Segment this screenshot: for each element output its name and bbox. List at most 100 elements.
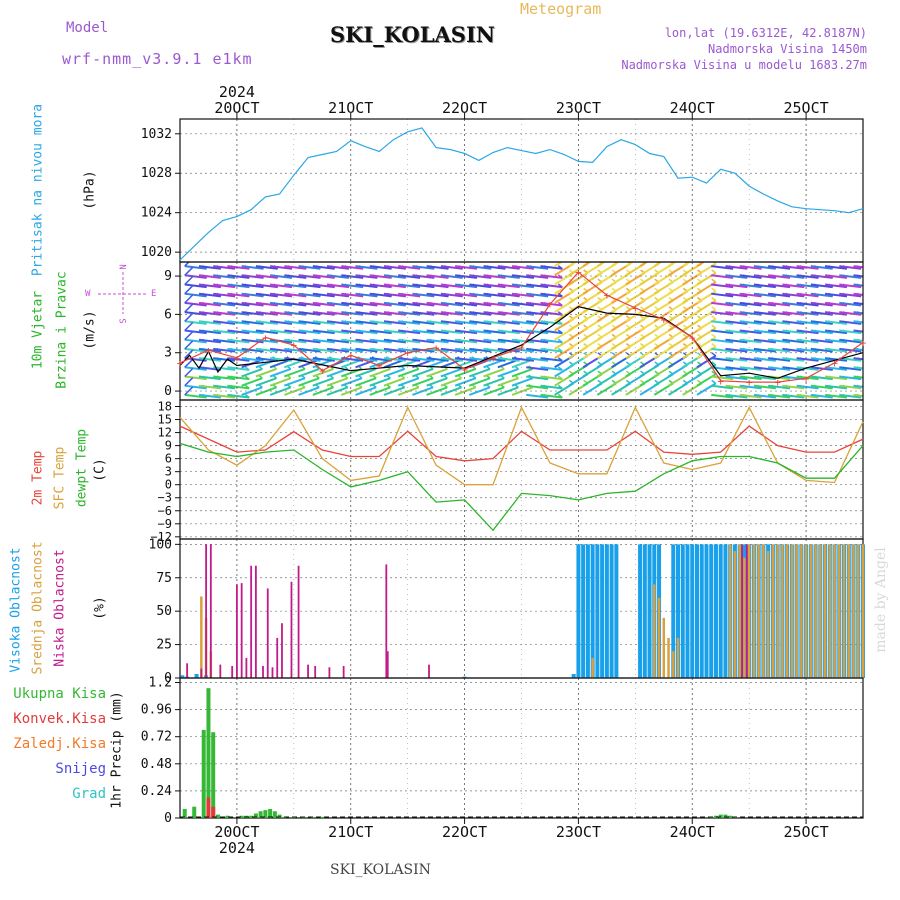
gust-marker: + — [490, 352, 497, 365]
wind-arrow — [241, 311, 264, 316]
wind-arrow — [753, 265, 776, 270]
wind-arrow — [312, 357, 335, 362]
wind-arrow — [340, 377, 363, 387]
wind-arrow — [824, 347, 848, 353]
bar-precip — [239, 815, 244, 818]
wind-arrow — [725, 357, 748, 362]
wind-arrow — [768, 393, 791, 399]
wind-arrow — [796, 283, 819, 289]
wind-arrow-edge — [184, 285, 194, 295]
wind-arrow — [184, 393, 207, 399]
wind-arrow — [725, 292, 748, 298]
wind-arrow — [184, 329, 207, 335]
wind-arrow — [198, 283, 221, 289]
gust-marker: + — [660, 314, 667, 327]
wind-arrow — [355, 301, 378, 307]
wind-arrow — [739, 292, 762, 298]
wind-arrow — [312, 338, 335, 344]
bar-precip — [201, 729, 206, 818]
wind-arrow — [426, 292, 449, 298]
wind-arrow — [341, 347, 364, 353]
wind-arrow — [853, 283, 863, 287]
wind-arrow — [298, 347, 321, 353]
year-label-bottom: 2024 — [219, 839, 255, 857]
bar-cloud — [328, 667, 331, 678]
y-tick-label: 1032 — [141, 127, 172, 142]
wind-arrow — [739, 375, 762, 381]
wind-arrow — [312, 292, 335, 298]
wind-arrow — [269, 320, 293, 325]
wind-arrow — [298, 377, 320, 387]
x-tick-label-bottom: 24OCT — [670, 823, 715, 841]
wind-arrow — [540, 320, 563, 325]
bar-cloud — [271, 667, 274, 678]
wind-arrow — [383, 292, 406, 298]
wind-arrow — [497, 329, 520, 335]
bar-cloud — [428, 664, 430, 678]
wind-arrow — [198, 393, 221, 399]
wind-arrow — [839, 329, 862, 335]
wind-arrow — [739, 265, 762, 270]
bar-cloud — [804, 544, 808, 678]
bar-precip — [211, 806, 216, 818]
bar-cloud — [200, 668, 203, 678]
wind-arrow — [511, 377, 534, 387]
compass-cross-icon — [98, 272, 147, 314]
wind-arrow — [839, 283, 862, 289]
wind-arrow — [269, 311, 293, 316]
wind-arrow — [526, 320, 549, 325]
bar-cloud — [828, 544, 832, 678]
wind-arrow — [412, 320, 435, 325]
wind-arrow — [853, 320, 863, 324]
wind-arrow-head — [711, 370, 717, 375]
wind-arrow — [355, 338, 378, 344]
wind-arrow — [782, 384, 805, 390]
wind-arrow — [412, 292, 435, 298]
wind-arrow — [298, 265, 321, 270]
wind-arrow — [269, 368, 292, 378]
wind-arrow — [725, 311, 748, 316]
bar-cloud — [728, 544, 732, 678]
wind-arrow-head — [871, 339, 875, 342]
bar-cloud — [757, 544, 760, 678]
bar-cloud — [833, 544, 836, 678]
wind-arrow — [341, 292, 364, 298]
wind-arrow — [383, 347, 406, 353]
wind-arrow — [725, 265, 748, 270]
bar-cloud — [690, 544, 695, 678]
wind-arrow-head — [871, 293, 875, 296]
wind-arrow — [426, 377, 448, 387]
wind-arrow — [540, 357, 563, 362]
wind-arrow — [511, 265, 534, 270]
bar-cloud — [704, 544, 709, 678]
bar-precip — [206, 797, 211, 818]
x-tick-label-bottom: 22OCT — [442, 823, 487, 841]
wind-arrow-head — [871, 367, 875, 370]
bar-precip — [215, 814, 220, 818]
bar-precip — [718, 814, 723, 818]
wind-arrow — [497, 338, 520, 344]
wind-arrow — [255, 368, 277, 378]
wind-arrow — [497, 377, 519, 387]
wind-arrow — [824, 338, 848, 344]
wind-arrow — [839, 393, 862, 399]
wind-arrow — [853, 393, 863, 398]
bar-cloud — [581, 544, 586, 678]
wind-arrow — [796, 301, 819, 307]
bar-cloud — [638, 544, 643, 678]
wind-arrow — [454, 338, 478, 344]
y-tick-label: 1024 — [141, 206, 172, 221]
wind-arrow — [341, 274, 364, 279]
wind-arrow — [753, 311, 776, 316]
wind-arrow — [753, 320, 776, 325]
wind-arrow — [753, 357, 776, 362]
bar-precip — [713, 815, 718, 818]
wind-arrow — [810, 283, 833, 289]
gust-marker: + — [291, 339, 298, 352]
wind-arrow-head — [711, 269, 717, 274]
wind-arrow — [269, 283, 293, 289]
series-line-temp — [179, 405, 864, 486]
wind-arrow — [711, 320, 734, 325]
y-tick-label: 9 — [164, 269, 172, 284]
wind-arrow — [568, 262, 578, 267]
